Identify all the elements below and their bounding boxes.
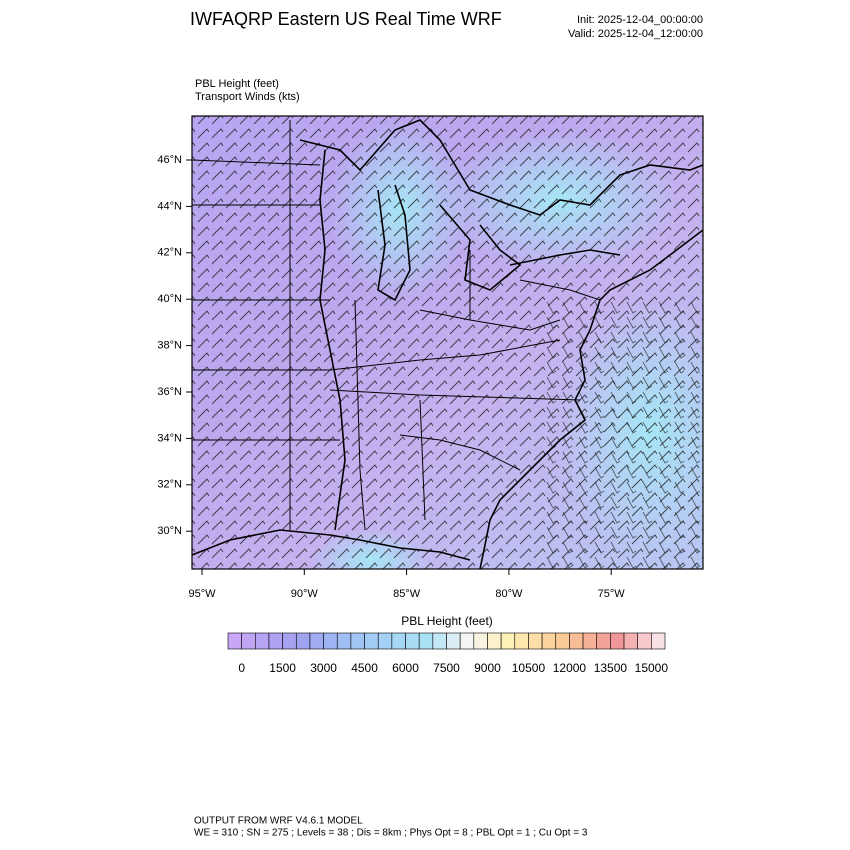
colorbar-box <box>541 632 557 650</box>
colorbar-box <box>582 632 598 650</box>
colorbar-box <box>350 632 365 650</box>
colorbar-label: 1500 <box>269 661 296 675</box>
field-label: PBL Height (feet) <box>195 78 279 90</box>
colorbar-label: 10500 <box>512 661 546 675</box>
colorbar-box <box>391 632 406 650</box>
wind-label: Transport Winds (kts) <box>195 91 300 103</box>
colorbar-box <box>514 632 529 650</box>
colorbar-label: 9000 <box>474 661 501 675</box>
lat-label: 42°N <box>157 247 182 259</box>
lat-label: 46°N <box>157 154 182 166</box>
colorbar-box <box>473 632 488 650</box>
colorbar-label: 4500 <box>351 661 378 675</box>
colorbar-label: 7500 <box>433 661 460 675</box>
colorbar-box <box>432 632 447 650</box>
lon-label: 75°W <box>598 588 626 600</box>
colorbar-box <box>295 632 311 650</box>
colorbar-box <box>637 632 652 650</box>
lon-label: 80°W <box>495 588 523 600</box>
lon-label: 95°W <box>188 588 216 600</box>
colorbar-box <box>651 632 666 650</box>
colorbar-box <box>377 632 393 650</box>
colorbar-title: PBL Height (feet) <box>401 614 493 628</box>
colorbar-box <box>500 632 516 650</box>
colorbar-box <box>596 632 611 650</box>
colorbar-label: 3000 <box>310 661 337 675</box>
lat-label: 44°N <box>157 200 182 212</box>
valid-time: Valid: 2025-12-04_12:00:00 <box>568 28 703 40</box>
colorbar-label: 12000 <box>553 661 587 675</box>
footer-line2: WE = 310 ; SN = 275 ; Levels = 38 ; Dis … <box>194 828 588 839</box>
lat-label: 34°N <box>157 432 182 444</box>
colorbar-box <box>255 632 270 650</box>
map-frame <box>191 115 704 570</box>
lon-label: 90°W <box>291 588 319 600</box>
colorbar-box <box>364 632 379 650</box>
colorbar-box <box>323 632 338 650</box>
colorbar-box <box>569 632 584 650</box>
lat-label: 30°N <box>157 525 182 537</box>
colorbar-box <box>282 632 297 650</box>
colorbar-label: 13500 <box>594 661 628 675</box>
colorbar-box <box>555 632 570 650</box>
colorbar-box <box>446 632 461 650</box>
lat-label: 38°N <box>157 340 182 352</box>
colorbar-box <box>405 632 420 650</box>
title: IWFAQRP Eastern US Real Time WRF <box>190 9 502 29</box>
colorbar-box <box>610 632 625 650</box>
colorbar-box <box>336 632 352 650</box>
init-time: Init: 2025-12-04_00:00:00 <box>577 14 703 26</box>
lat-label: 36°N <box>157 386 182 398</box>
colorbar-label: 15000 <box>635 661 669 675</box>
colorbar-label: 6000 <box>392 661 419 675</box>
colorbar-box <box>623 632 638 650</box>
colorbar-label: 0 <box>238 661 245 675</box>
lat-label: 32°N <box>157 479 182 491</box>
colorbar-box <box>227 632 242 650</box>
colorbar-box <box>459 632 475 650</box>
colorbar-box <box>418 632 434 650</box>
colorbar-box <box>487 632 502 650</box>
colorbar-box <box>528 632 543 650</box>
map <box>192 116 703 569</box>
footer-line1: OUTPUT FROM WRF V4.6.1 MODEL <box>194 816 363 827</box>
colorbar-box <box>309 632 324 650</box>
colorbar-box <box>241 632 256 650</box>
colorbar-box <box>268 632 283 650</box>
lat-label: 40°N <box>157 293 182 305</box>
lon-label: 85°W <box>393 588 421 600</box>
